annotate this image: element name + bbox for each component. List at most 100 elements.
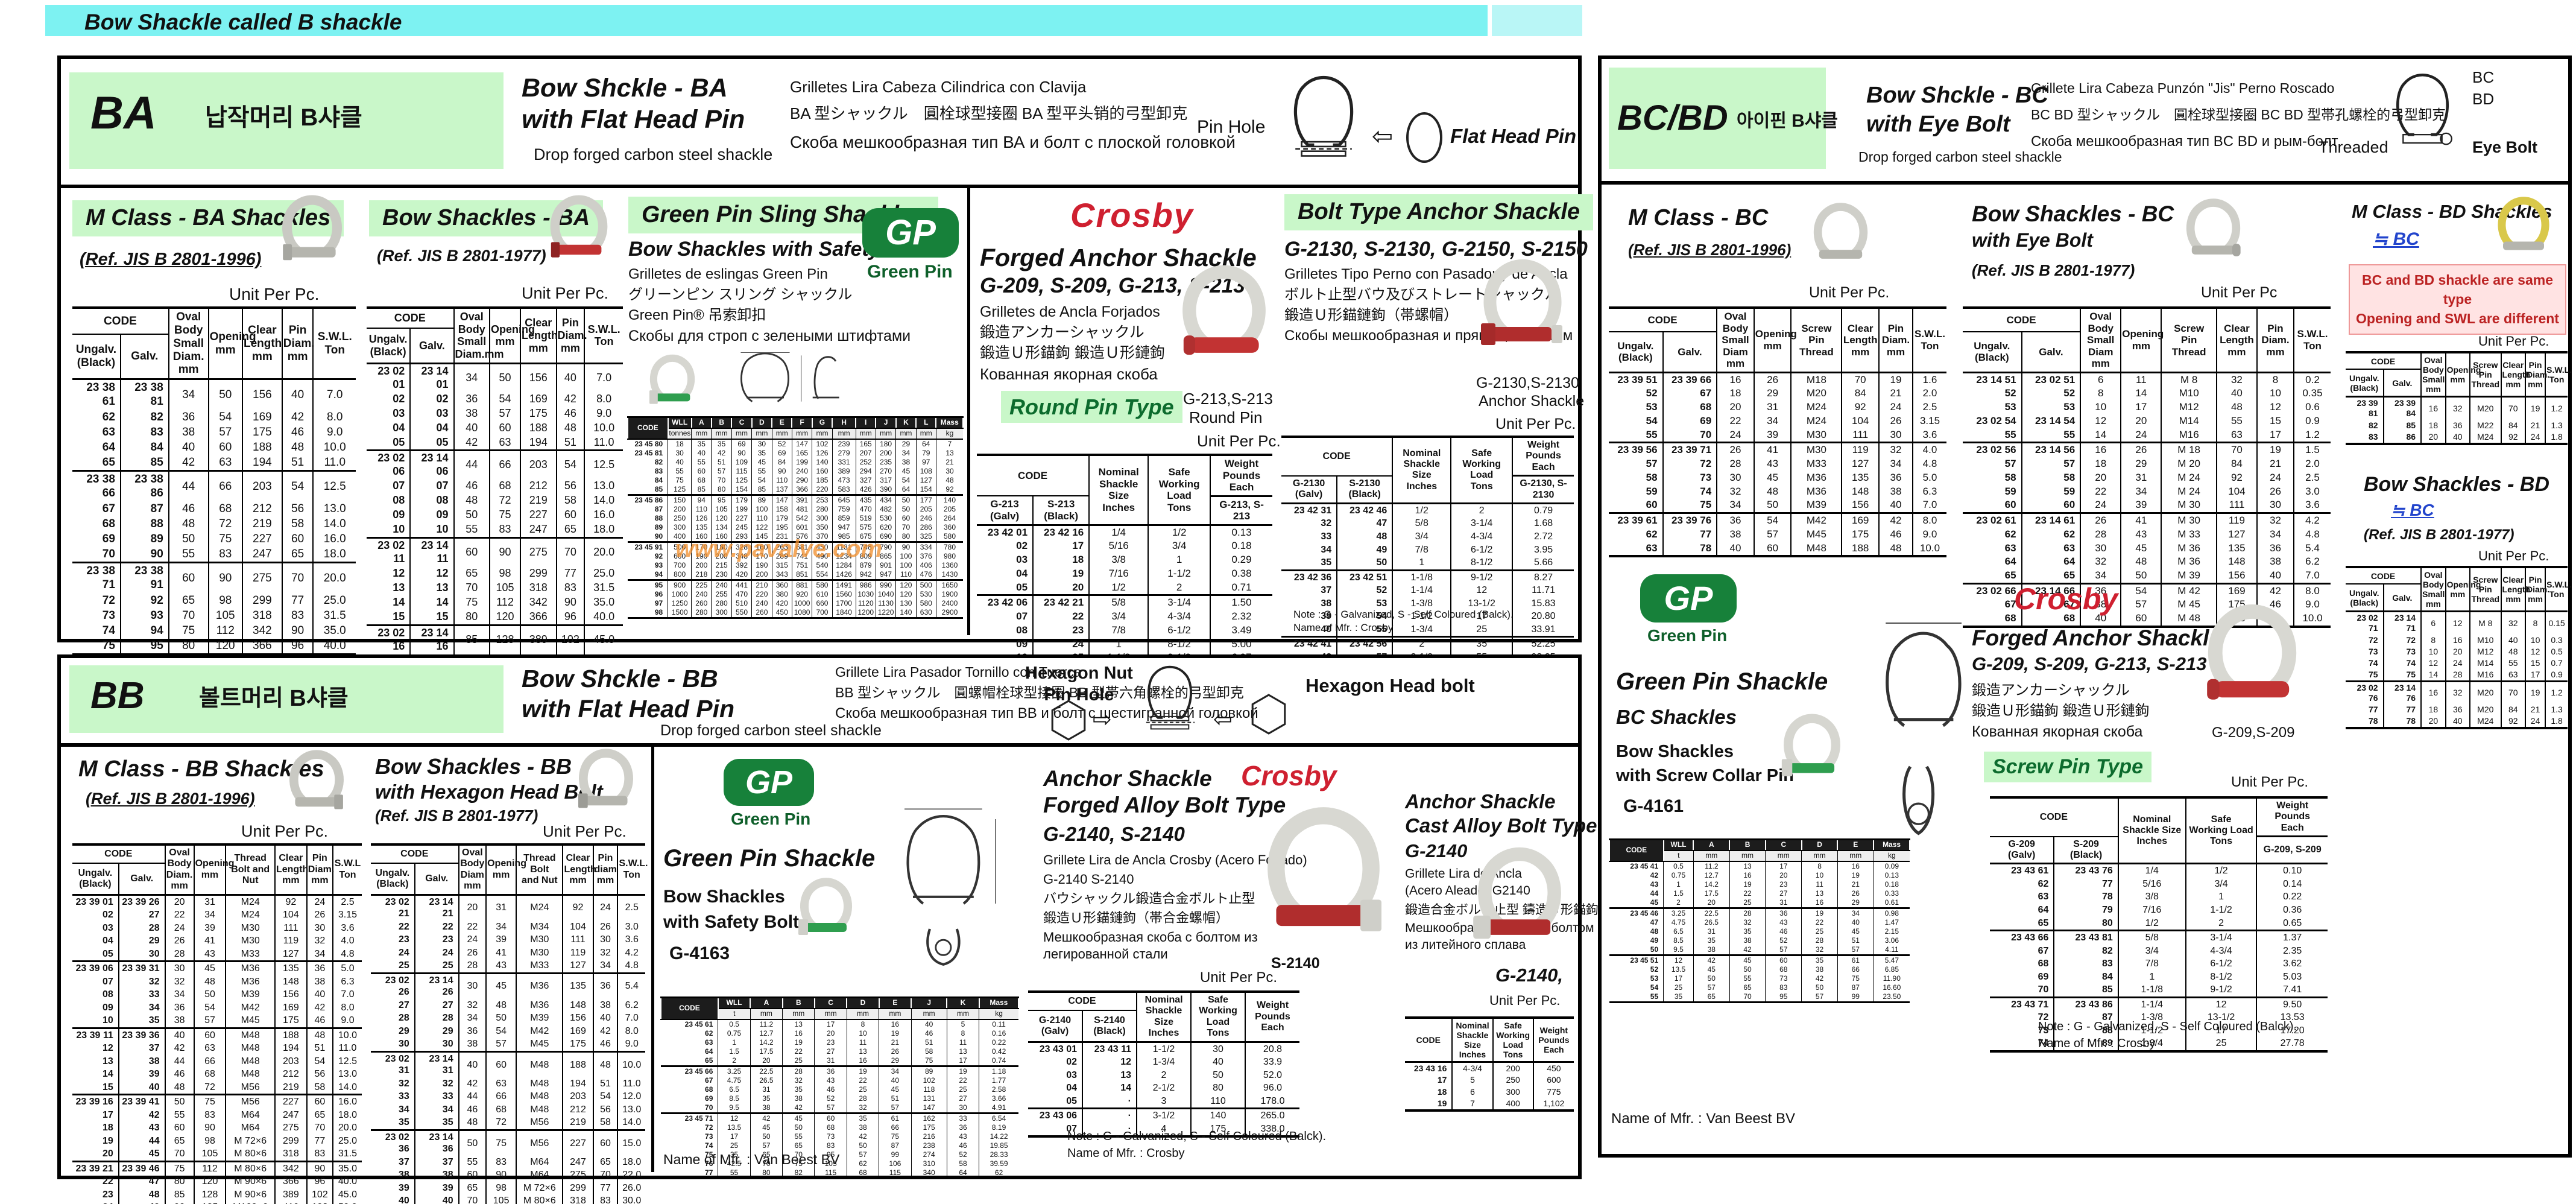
bolt-ml-jp: ボルト止型バウ及びストレートシャックル	[1284, 287, 1559, 303]
bc-eyebolt-label: Eye Bolt	[2472, 138, 2538, 156]
bow-bc-title2: with Eye Bolt	[1972, 229, 2093, 251]
g2140-cast-t1: Anchor Shackle	[1405, 790, 1556, 813]
ba-m-unit: Unit Per Pc.	[229, 285, 320, 303]
bcbd-header-divider	[1598, 181, 2572, 185]
g209-table: CODE Nominal Shackle Size Inches Safe Work…	[1990, 796, 2328, 1053]
bc-gp-line4: G-4161	[1623, 796, 1684, 816]
g2140-unit: Unit Per Pc.	[1200, 969, 1278, 986]
bb-ml-ru: Скоба мешкообразная тип BB и болт с шест…	[835, 705, 1258, 721]
cast-ml-ru2: из литейного сплава	[1405, 938, 1526, 952]
ba-pinhole-label: Pin Hole	[1197, 117, 1266, 137]
ba-tab-label: BA	[90, 87, 157, 139]
m-class-bd-table: CODE Oval Body Small mm Opening mm Screw Pi…	[2346, 351, 2572, 445]
bb-inner-divider	[651, 747, 654, 1172]
bow-bd-table: CODE Oval Body Small mm Opening mm Screw Pi…	[2346, 566, 2572, 730]
bc-forged-models: G-209, S-209, G-213, S-213	[1972, 653, 2207, 674]
bc-ml-jp-cn: BC BD 型シャックル 圓栓球型接圈 BC BD 型帯孔螺栓的弓型卸克	[2031, 107, 2446, 122]
bow-bb-ref: (Ref. JIS B 2801-1977)	[375, 806, 538, 825]
s2140-photo-label: S-2140	[1271, 955, 1320, 972]
m-class-bc-title: M Class - BC	[1628, 205, 1769, 230]
g2140-ml-es2: G-2140 S-2140	[1043, 872, 1134, 887]
ba-tab-korean: 납작머리 B샤클	[205, 104, 362, 131]
g4163-photo	[798, 878, 852, 935]
bolt-ml-cn: 鍛造Ｕ形錨鏈鉤（帯螺帽）	[1284, 307, 1458, 323]
bc-forged-ml-cn: 鍛造Ｕ形錨鉤 鍛造Ｕ形鏈鉤	[1972, 703, 2150, 719]
watermark: www.pavalve.com	[675, 536, 883, 562]
ba-inner-divider	[967, 188, 970, 635]
bb-title-line1: Bow Shckle - BB	[522, 665, 718, 692]
bb-diagram-shackle-icon	[1146, 665, 1195, 730]
bc-diagram-bd-label: BD	[2472, 90, 2495, 108]
g4163-table: CODE WLL A B C D E J K Mass t mm mm mm mm mm mm mm kg 23 45…	[660, 996, 1020, 1179]
bc-m-unit: Unit Per Pc.	[1809, 284, 1890, 301]
bc-note1: Note : G - Galvanized, S - Self Coloured…	[2038, 1020, 2297, 1033]
bd-note-line2: Opening and SWL are different	[2356, 311, 2559, 327]
bd-note-box: BC and BD shackle are same type Opening …	[2349, 264, 2566, 335]
bb-hexnut-label: Hexagon Nut Pin Hole	[1025, 664, 1133, 705]
g2140-ml-jp: バウシャックル鍛造合金ボルト止型	[1043, 891, 1255, 906]
gp-ml-cn: Green Pin® 吊索卸扣	[628, 307, 766, 323]
ba-bow-shackle-icon	[550, 195, 608, 258]
bb-gp-logo-icon: GP	[724, 759, 814, 806]
g2140-ml-ru1: Мешкообразная скоба с болтом из	[1043, 930, 1258, 945]
pin-arrow-icon: ⇦	[1372, 122, 1394, 150]
bc-diagram-bc-label: BC	[2472, 68, 2495, 86]
bd-bow-unit: Unit Per Pc.	[2478, 548, 2549, 563]
forged-anchor-title: Forged Anchor Shackle	[980, 244, 1257, 271]
bcbd-tab-box	[1609, 68, 1826, 169]
g2130-unit: Unit Per Pc.	[1495, 416, 1576, 432]
g209-unit: Unit Per Pc.	[2231, 774, 2309, 790]
forged-ml-cn: 鍛造Ｕ形錨鉤 鍛造Ｕ形鏈鉤	[980, 344, 1165, 361]
hexagon-nut-icon	[1051, 700, 1086, 741]
bcbd-tab-label: BC/BD	[1617, 98, 1728, 138]
g2140-ml-ru2: легированной стали	[1043, 946, 1168, 962]
g213-photo-sub: Round Pin	[1189, 408, 1263, 426]
bc-gp-logo-icon: GP	[1640, 574, 1737, 623]
bd-approx-bc-2: ≒ BC	[2391, 501, 2434, 519]
bc-gp-mfr: Name of Mfr. : Van Beest BV	[1611, 1111, 1796, 1127]
bc-m-shackle-icon	[1813, 203, 1868, 259]
bc-gp-logo-text: Green Pin	[1647, 626, 1728, 645]
bb-subtitle: Drop forged carbon steel shackle	[660, 722, 882, 739]
bc-forged-title: Forged Anchor Shackle	[1972, 626, 2221, 650]
bc-title-line2: with Eye Bolt	[1866, 112, 2010, 137]
g2140-forged-t3: G-2140, S-2140	[1043, 823, 1185, 845]
gp-ml-jp: グリーンピン スリング シャックル	[628, 287, 853, 303]
bc-gp-line1: BC Shackles	[1616, 706, 1737, 728]
bc-threaded-label: Threaded	[2319, 138, 2388, 156]
bb-tab-korean: 볼트머리 B샤클	[199, 686, 349, 711]
g4161-dimension-diagram	[1886, 623, 1962, 835]
bc-diagram-shackle-icon	[2396, 74, 2452, 145]
gp-sling-table: CODE WLL A B C D E F G H I J K L Mass tonnes mm mm mm mm mm m…	[627, 416, 964, 619]
hex-arrow-right-icon: ⇨	[1093, 707, 1112, 732]
forged-ml-es: Grilletes de Ancla Forjados	[980, 303, 1160, 320]
bow-bb-title2: with Hexagon Head Bolt	[375, 781, 603, 803]
ba-note1: Note : G - Galvanized, S - Self Coloured…	[1293, 609, 1514, 620]
g2140-right-label: G-2140,	[1495, 965, 1564, 986]
g2140-cast-t2: Cast Alloy Bolt Type	[1405, 814, 1597, 837]
g2140b-unit: Unit Per Pc.	[1489, 993, 1561, 1008]
g2130-photo-sub: Anchor Shackle	[1479, 393, 1585, 410]
flat-head-pin-diagram-icon	[1293, 75, 1354, 157]
bb-ml-jp-cn: BB 型シャックル 圓螺帽栓球型接圈 BB 型帯六角螺栓的弓型卸克	[835, 685, 1244, 700]
bc-forged-ml-ru: Кованная якорная скоба	[1972, 723, 2143, 740]
g2140-forged-t1: Anchor Shackle	[1043, 766, 1212, 791]
ba-m-shackle-icon	[282, 195, 342, 261]
page-title-bar-segment	[1492, 5, 1582, 36]
bc-gp-line3: with Screw Collar Pin	[1616, 766, 1794, 785]
bc-crosby-logo: Crosby	[2014, 582, 2118, 616]
bb-bow-shackle-icon	[578, 749, 633, 808]
g2130-photo	[1481, 259, 1562, 345]
bc-bow-shackle-icon	[2186, 198, 2241, 256]
bb-note1: Note : G - Galvanized, S - Self Coloured…	[1067, 1130, 1327, 1143]
ba-ml-ru: Скоба мешкообразная тип ВА и болт с плос…	[790, 133, 1236, 151]
bc-ml-ru: Скоба мешкообразная тип BC BD и рым-болт	[2031, 133, 2338, 150]
bc-subtitle: Drop forged carbon steel shackle	[1858, 149, 2062, 165]
g4161-photo	[1781, 714, 1840, 776]
g2130-photo-label: G-2130,S-2130	[1476, 375, 1579, 391]
g2140-forged-t2: Forged Alloy Bolt Type	[1043, 793, 1286, 817]
m-class-bc-ref: (Ref. JIS B 2801-1996)	[1628, 241, 1792, 259]
bc-bow-unit: Unit Per Pc	[2201, 284, 2278, 301]
ba-title-line1: Bow Shckle - BA	[522, 74, 728, 103]
